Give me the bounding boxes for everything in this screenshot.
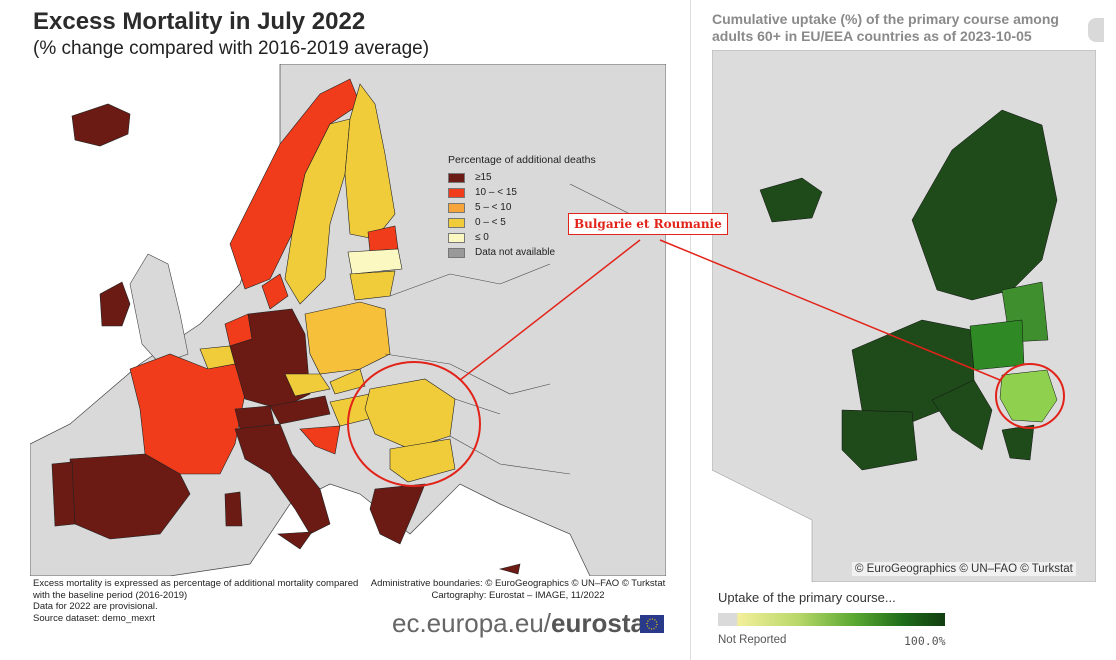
uptake-legend-min: Not Reported	[718, 634, 787, 646]
austria	[269, 395, 331, 425]
iceland	[71, 103, 131, 147]
legend-item: ≥15	[448, 171, 596, 184]
legend-swatch	[448, 232, 465, 243]
legend-label: ≥15	[475, 172, 492, 183]
uptake-gradient-bar	[718, 613, 945, 626]
left-footnote: Excess mortality is expressed as percent…	[33, 578, 359, 624]
portugal	[51, 461, 76, 527]
uptake-legend-title: Uptake of the primary course...	[718, 590, 896, 605]
iberia	[841, 409, 918, 471]
sweden	[284, 118, 351, 305]
brand-domain: ec.europa.eu/	[392, 608, 552, 638]
italy-central	[931, 379, 993, 451]
legend-label: 10 – < 15	[475, 187, 517, 198]
sardinia	[224, 491, 243, 527]
legend-label: 0 – < 5	[475, 217, 506, 228]
left-credits: Administrative boundaries: © EuroGeograp…	[370, 578, 666, 601]
mortality-legend: Percentage of additional deaths ≥15 10 –…	[448, 154, 596, 261]
legend-item: ≤ 0	[448, 231, 596, 244]
croatia	[299, 425, 341, 455]
legend-item: 10 – < 15	[448, 186, 596, 199]
vaccine-uptake-map	[712, 50, 1096, 582]
legend-swatch	[448, 187, 465, 198]
callout-label-box: Bulgarie et Roumanie	[568, 213, 728, 235]
panel-divider	[690, 0, 691, 660]
legend-item: Data not available	[448, 246, 596, 259]
latvia	[347, 248, 403, 275]
right-map-title: Cumulative uptake (%) of the primary cou…	[712, 11, 1059, 44]
spain	[69, 453, 191, 540]
legend-swatch	[448, 247, 465, 258]
legend-item: 0 – < 5	[448, 216, 596, 229]
zoom-control-icon[interactable]	[1088, 18, 1104, 42]
uptake-legend-max: 100.0%	[904, 634, 946, 648]
legend-label: ≤ 0	[475, 232, 489, 243]
iceland	[759, 177, 823, 223]
legend-item: 5 – < 10	[448, 201, 596, 214]
norway	[229, 78, 361, 290]
eurostat-brand: ec.europa.eu/eurostat	[392, 608, 654, 639]
sicily	[277, 531, 313, 550]
legend-label: Data not available	[475, 247, 556, 258]
czechia	[284, 373, 331, 397]
left-map-subtitle: (% change compared with 2016-2019 averag…	[33, 38, 430, 59]
france	[129, 353, 246, 475]
eu-flag-icon	[640, 615, 664, 633]
denmark	[261, 273, 289, 310]
left-map-title: Excess Mortality in July 2022	[33, 8, 366, 35]
finland	[344, 83, 396, 240]
cyprus	[498, 563, 521, 575]
legend-label: 5 – < 10	[475, 202, 512, 213]
legend-swatch	[448, 172, 465, 183]
united-kingdom	[129, 253, 189, 365]
excess-mortality-map	[30, 64, 666, 576]
ireland	[99, 281, 131, 327]
legend-title: Percentage of additional deaths	[448, 154, 596, 166]
lithuania	[349, 270, 396, 301]
legend-swatch	[448, 217, 465, 228]
italy	[234, 423, 331, 535]
right-map-attribution: © EuroGeographics © UN–FAO © Turkstat	[852, 562, 1076, 576]
poland	[969, 319, 1025, 371]
legend-swatch	[448, 202, 465, 213]
brand-name: eurostat	[551, 608, 654, 638]
